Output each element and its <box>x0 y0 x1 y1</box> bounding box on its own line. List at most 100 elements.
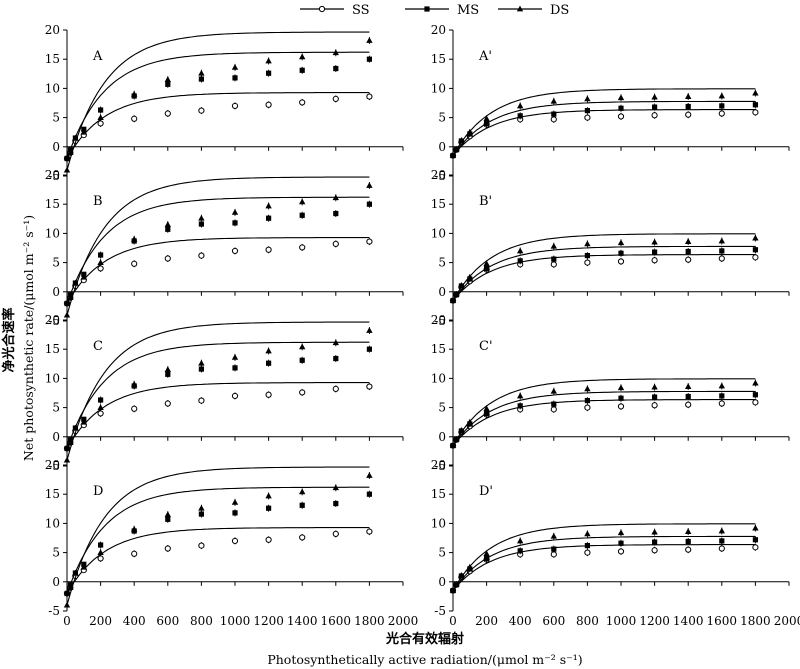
fit-curve-ss <box>67 93 369 159</box>
point-ms <box>585 108 590 113</box>
fit-curve-ms <box>67 197 369 303</box>
point-ms <box>753 537 758 542</box>
fit-curve-ds <box>453 234 755 301</box>
x-tick-label: 2000 <box>388 614 419 628</box>
point-ms <box>585 253 590 258</box>
y-tick-label: 5 <box>438 256 446 270</box>
y-tick-label: 20 <box>45 313 60 327</box>
point-ss <box>300 245 305 250</box>
point-ds <box>719 383 725 389</box>
panels: -505101520A-505101520A'-505101520B-50510… <box>45 23 800 628</box>
point-ss <box>132 261 137 266</box>
y-tick-label: 15 <box>431 52 446 66</box>
point-ms <box>300 213 305 218</box>
point-ss <box>618 114 623 119</box>
point-ms <box>518 548 523 553</box>
y-tick-label: 20 <box>431 313 446 327</box>
legend-marker-ss <box>319 6 324 11</box>
y-tick-label: 5 <box>438 111 446 125</box>
point-ms <box>367 347 372 352</box>
point-ss <box>232 393 237 398</box>
x-tick-label: 1800 <box>740 614 771 628</box>
point-ms <box>652 249 657 254</box>
y-axis-label-en: Net photosynthetic rate/(μmol m⁻² s⁻¹) <box>21 215 36 461</box>
point-ds <box>97 549 103 555</box>
point-ms <box>266 361 271 366</box>
point-ss <box>719 401 724 406</box>
point-ss <box>719 546 724 551</box>
point-ss <box>199 398 204 403</box>
panel-label: B <box>93 194 103 209</box>
point-ds <box>198 70 204 76</box>
fit-curve-ms <box>67 487 369 593</box>
point-ds <box>752 380 758 386</box>
point-ss <box>618 404 623 409</box>
y-tick-label: 20 <box>431 458 446 472</box>
fit-curve-ss <box>67 528 369 594</box>
point-ms <box>618 251 623 256</box>
legend: SS MS DS <box>300 3 569 18</box>
point-ss <box>165 256 170 261</box>
point-ds <box>651 529 657 535</box>
x-tick-label: 2000 <box>774 614 800 628</box>
point-ds <box>64 312 70 318</box>
point-ss <box>585 115 590 120</box>
x-tick-label: 1200 <box>253 614 284 628</box>
legend-label-ms: MS <box>457 3 479 18</box>
point-ms <box>551 111 556 116</box>
point-ss <box>652 258 657 263</box>
point-ds <box>651 384 657 390</box>
point-ds <box>685 93 691 99</box>
point-ss <box>232 538 237 543</box>
point-ds <box>232 354 238 360</box>
point-ds <box>551 243 557 249</box>
point-ss <box>333 96 338 101</box>
y-tick-label: 15 <box>431 487 446 501</box>
panel-c-prime: -505101520C' <box>431 313 789 473</box>
point-ms <box>719 538 724 543</box>
point-ds <box>366 327 372 333</box>
point-ds <box>265 493 271 499</box>
y-tick-label: 10 <box>431 226 446 240</box>
point-ss <box>753 255 758 260</box>
y-tick-label: 15 <box>431 342 446 356</box>
point-ms <box>199 511 204 516</box>
point-ms <box>367 492 372 497</box>
y-axis-label-cn: 净光合速率 <box>1 307 17 372</box>
panel-b: -5 0 5 10 15 20 B <box>45 168 403 328</box>
point-ds <box>299 198 305 204</box>
point-ms <box>652 394 657 399</box>
fit-curve-ds <box>453 524 755 591</box>
y-tick-label: -5 <box>434 604 446 618</box>
point-ms <box>652 104 657 109</box>
y-tick-label: 5 <box>52 256 60 270</box>
point-ds <box>265 58 271 64</box>
point-ss <box>300 390 305 395</box>
point-ms <box>719 393 724 398</box>
point-ds <box>719 528 725 534</box>
y-tick-label: 10 <box>45 226 60 240</box>
point-ds <box>232 209 238 215</box>
x-tick-label: 0 <box>63 614 71 628</box>
point-ss <box>132 551 137 556</box>
point-ds <box>752 90 758 96</box>
y-tick-label: 0 <box>438 140 446 154</box>
point-ms <box>232 510 237 515</box>
y-tick-label: 5 <box>438 401 446 415</box>
point-ds <box>551 533 557 539</box>
point-ds <box>97 259 103 265</box>
panel-a-prime: -505101520A' <box>431 23 789 183</box>
point-ss <box>753 110 758 115</box>
legend-label-ss: SS <box>352 3 370 18</box>
point-ss <box>199 253 204 258</box>
y-tick-label: 15 <box>45 342 60 356</box>
point-ms <box>333 211 338 216</box>
fit-curve-ms <box>67 52 369 158</box>
point-ds <box>366 37 372 43</box>
y-tick-label: 20 <box>45 23 60 37</box>
point-ds <box>584 531 590 537</box>
point-ss <box>98 266 103 271</box>
point-ms <box>232 220 237 225</box>
point-ss <box>367 239 372 244</box>
